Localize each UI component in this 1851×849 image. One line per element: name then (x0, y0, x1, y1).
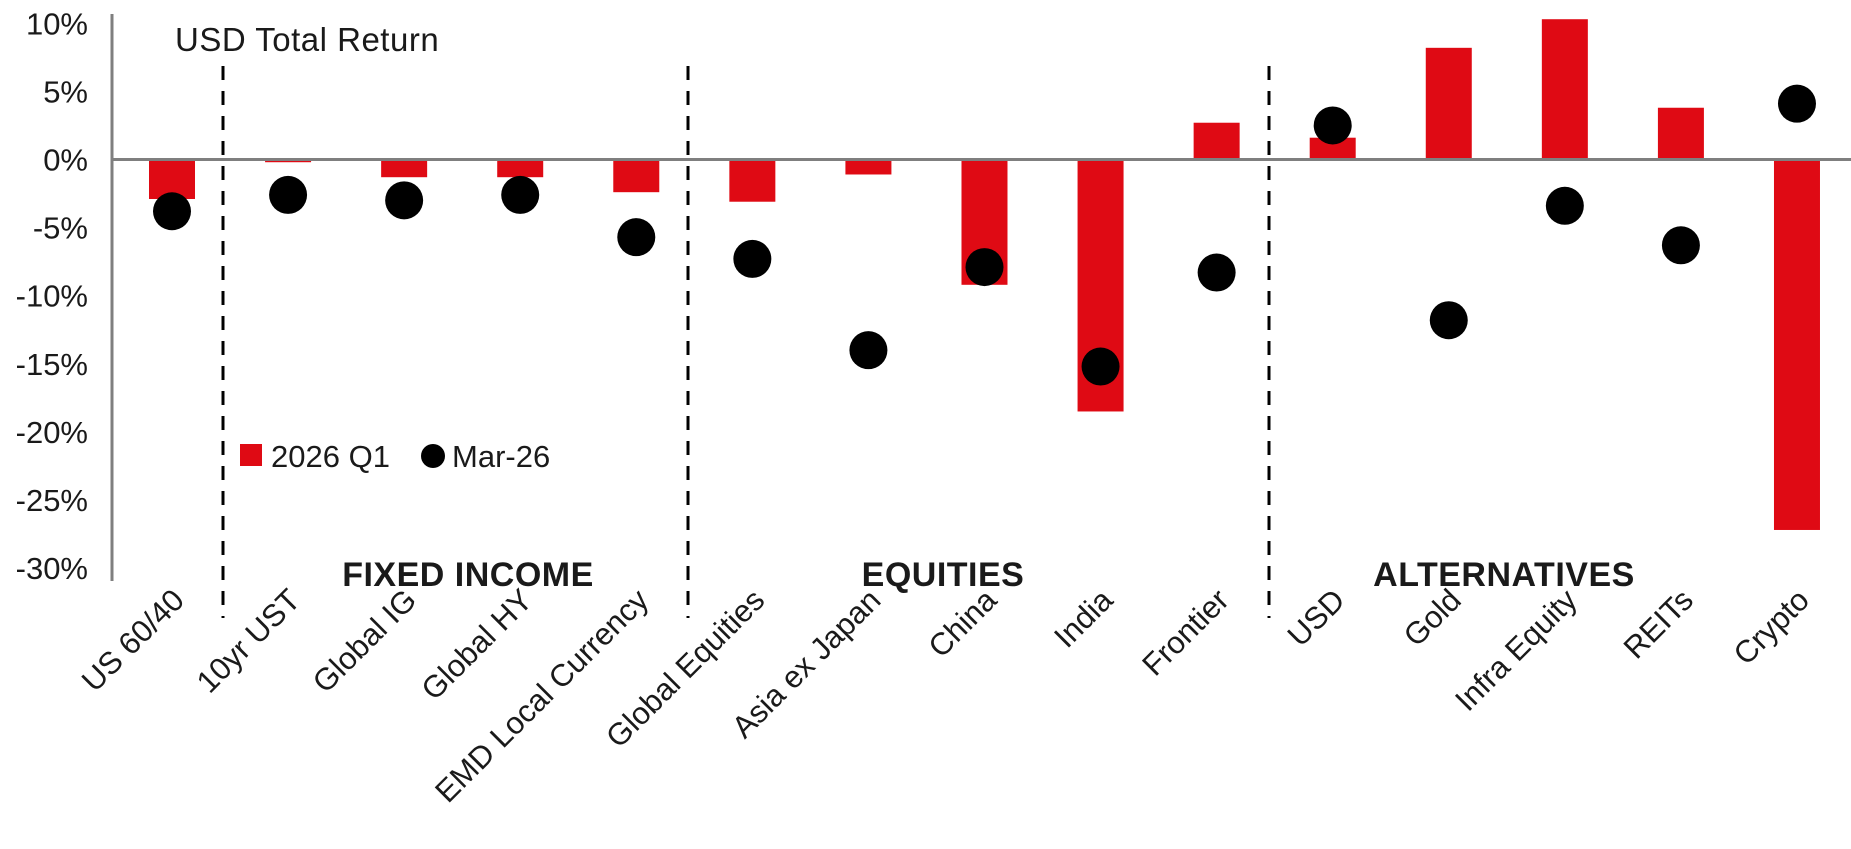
dot-frontier (1197, 253, 1236, 292)
dot-infra-equity (1545, 186, 1584, 225)
dot-china (965, 248, 1004, 287)
legend-dot-swatch (421, 444, 445, 468)
x-axis-label-china: China (921, 582, 1004, 665)
x-axis-label-us-60-40: US 60/40 (75, 582, 191, 698)
x-axis-label-emd-local-currency: EMD Local Currency (428, 582, 655, 809)
bar-crypto (1773, 159, 1820, 530)
bar-infra-equity (1541, 19, 1588, 160)
y-axis-tick-label: -15% (16, 347, 88, 382)
legend-bar-label: 2026 Q1 (271, 439, 390, 474)
bar-frontier (1193, 122, 1240, 160)
dot-asia-ex-japan (849, 331, 888, 370)
y-axis-tick-label: -5% (33, 211, 88, 246)
bar-asia-ex-japan (845, 159, 892, 175)
dot-us-60-40 (153, 192, 191, 231)
dot-usd (1313, 106, 1352, 145)
y-axis-tick-label: 5% (43, 74, 88, 109)
x-axis-label-10yr-ust: 10yr UST (190, 582, 307, 699)
bar-emd-local-currency (613, 159, 660, 193)
x-axis-label-usd: USD (1281, 582, 1352, 653)
bar-global-hy (497, 159, 544, 178)
legend: 2026 Q1 Mar-26 (240, 439, 550, 474)
dot-india (1081, 347, 1120, 386)
legend-bar-swatch (240, 444, 262, 466)
x-axis-label-infra-equity: Infra Equity (1448, 582, 1584, 718)
y-axis-tick-label: 10% (26, 6, 88, 41)
y-axis-tick-label: -30% (16, 551, 88, 586)
y-axis-tick-label: 0% (43, 143, 88, 178)
dot-gold (1429, 301, 1468, 340)
group-label-alternatives: ALTERNATIVES (1373, 556, 1635, 594)
group-label-fixed-income: FIXED INCOME (342, 556, 594, 594)
bar-global-ig (381, 159, 428, 178)
x-axis-label-frontier: Frontier (1135, 582, 1235, 682)
bar-reits (1657, 107, 1704, 160)
x-axis-label-reits: REITs (1617, 582, 1700, 665)
group-label-equities: EQUITIES (862, 556, 1025, 594)
bar-gold (1425, 47, 1472, 160)
dot-10yr-ust (269, 175, 308, 214)
x-axis-label-crypto: Crypto (1727, 582, 1816, 671)
x-axis-label-global-ig: Global IG (306, 582, 423, 699)
y-axis-tick-label: -20% (16, 415, 88, 450)
x-axis-label-global-hy: Global HY (414, 582, 539, 707)
dot-emd-local-currency (617, 218, 656, 257)
group-labels: FIXED INCOME EQUITIES ALTERNATIVES (342, 556, 1635, 594)
y-axis-tick-label: -25% (16, 483, 88, 518)
dot-global-equities (733, 239, 772, 278)
dot-reits (1661, 226, 1700, 265)
legend-dot-label: Mar-26 (452, 439, 550, 474)
bar-global-equities (729, 159, 776, 202)
dot-crypto (1777, 84, 1816, 123)
dot-global-ig (385, 181, 424, 220)
chart-title: USD Total Return (175, 21, 439, 58)
bar-usd (1309, 137, 1356, 160)
x-axis-label-india: India (1047, 582, 1120, 655)
dot-global-hy (501, 175, 540, 214)
y-axis-tick-label: -10% (16, 279, 88, 314)
